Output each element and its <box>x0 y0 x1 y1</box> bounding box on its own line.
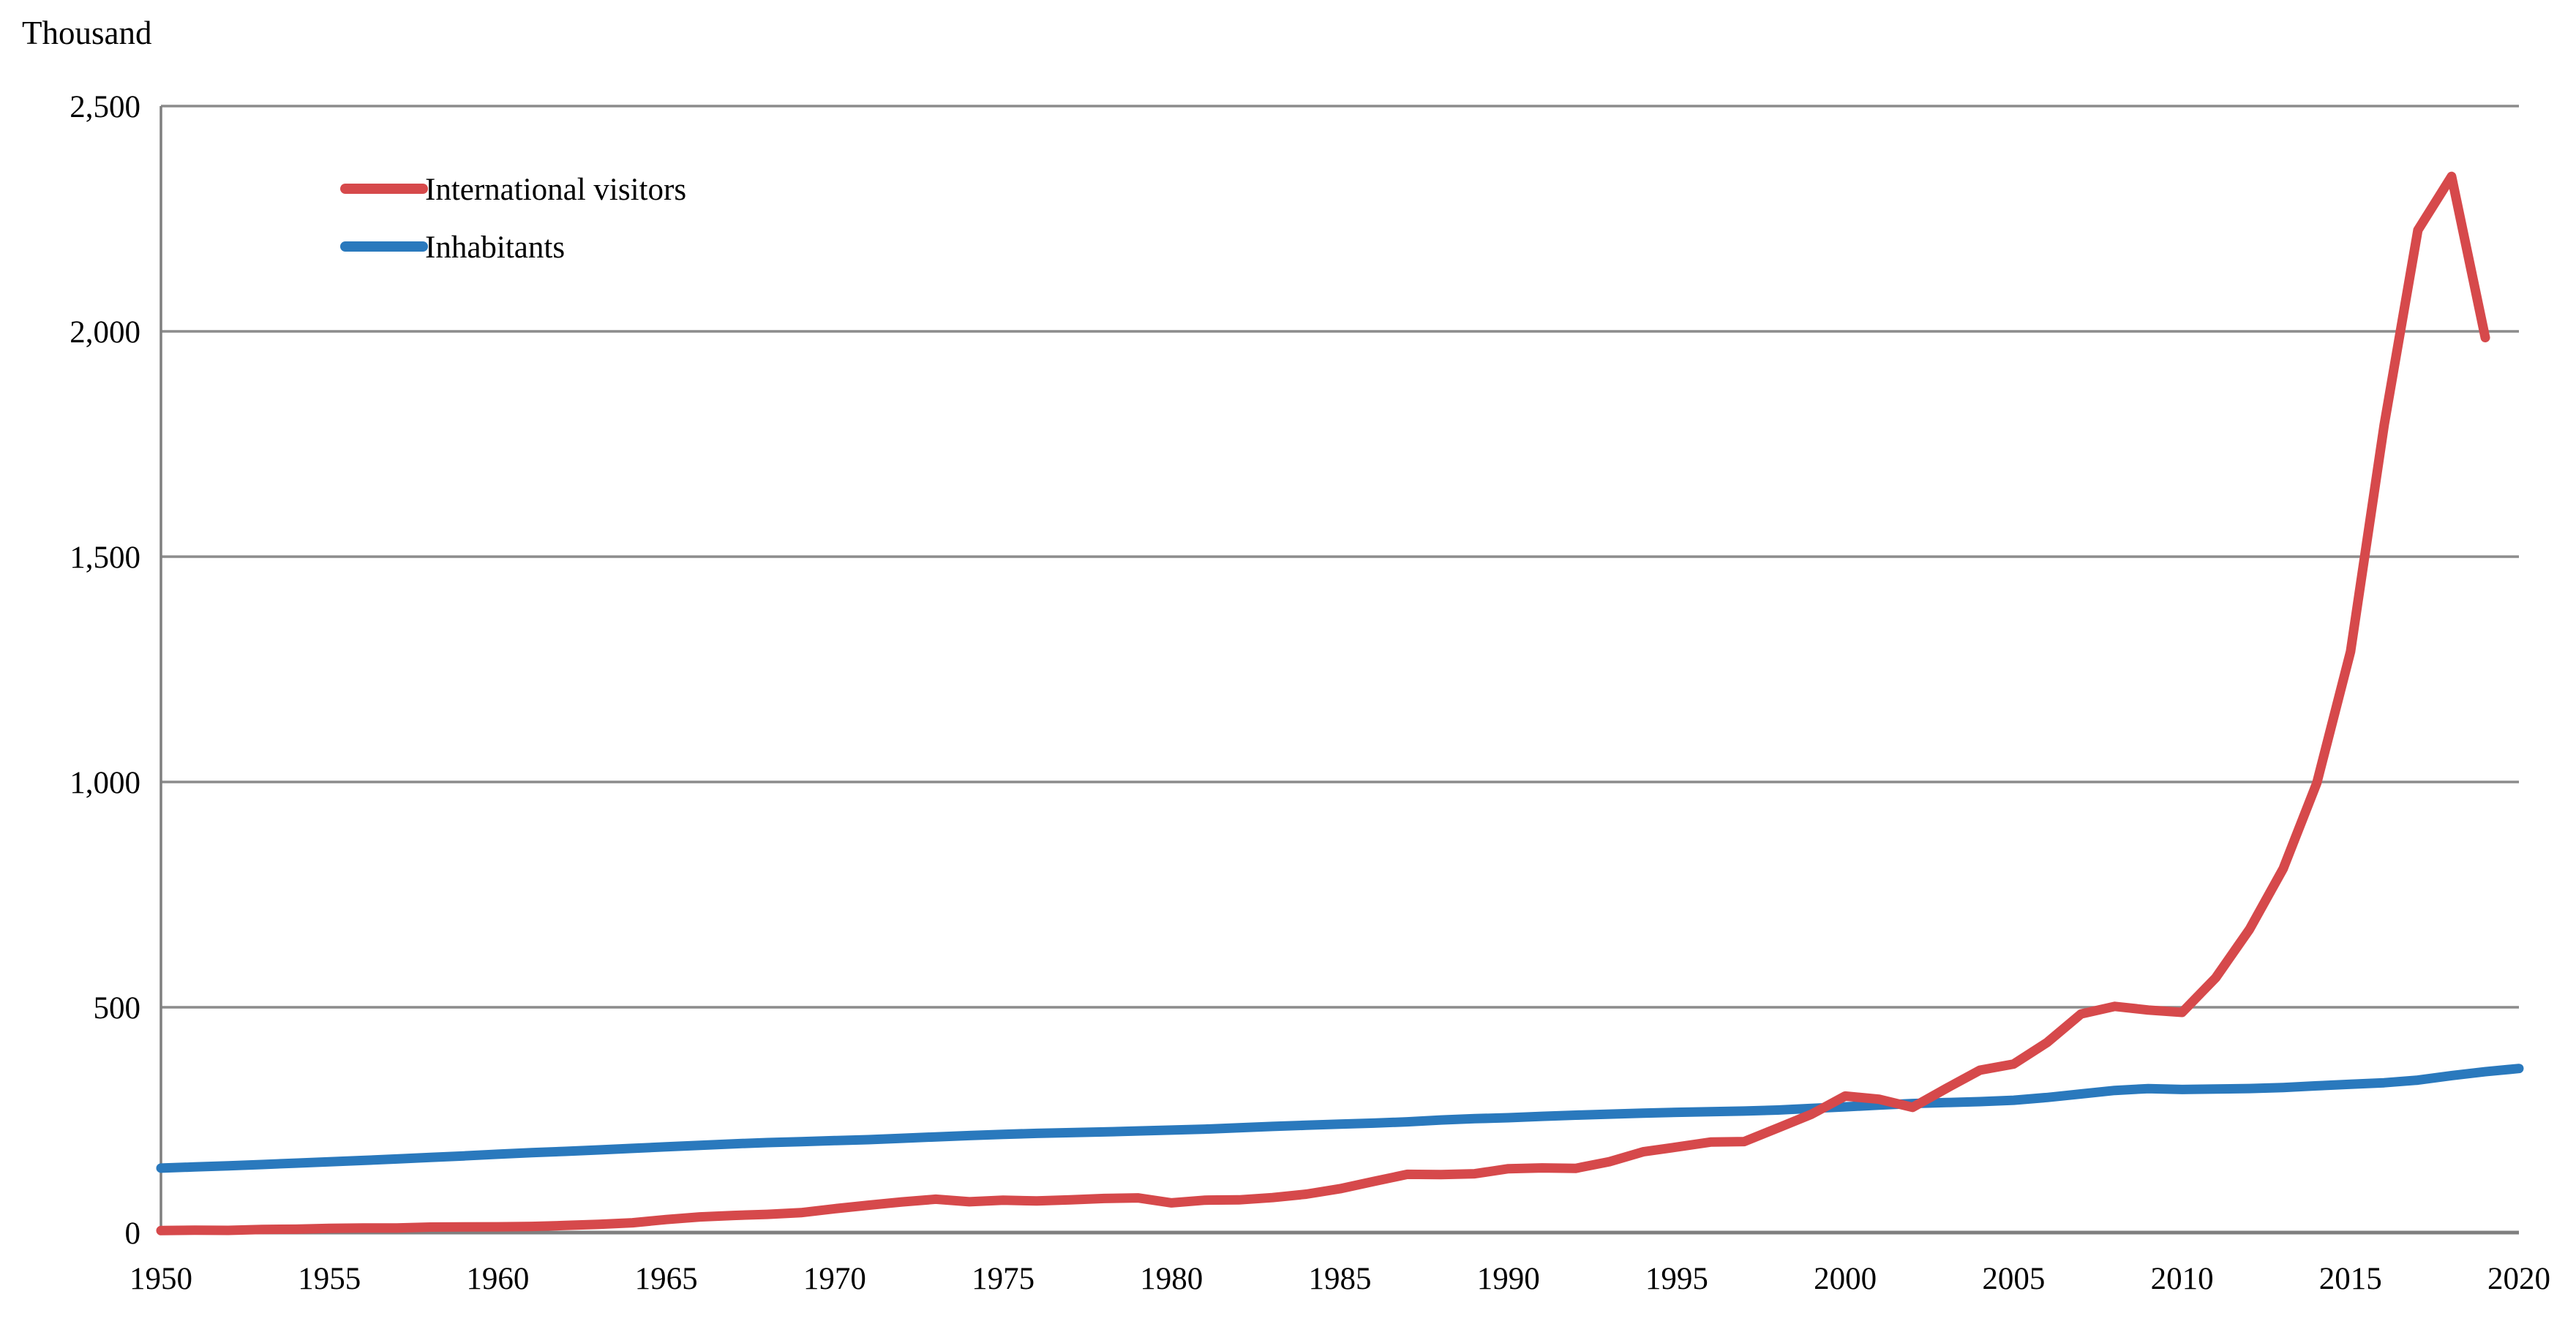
series-line-international-visitors <box>156 171 2490 1235</box>
y-tick-label-500: 500 <box>94 991 141 1026</box>
x-tick-label-1990: 1990 <box>1477 1262 1540 1296</box>
x-tick-label-1950: 1950 <box>129 1262 192 1296</box>
y-tick-label-1000: 1,000 <box>70 766 140 800</box>
axes-layer <box>159 106 2519 1235</box>
y-tick-label-2000: 2,000 <box>70 315 140 350</box>
series-line-inhabitants <box>156 1064 2524 1173</box>
x-tick-label-1995: 1995 <box>1645 1262 1708 1296</box>
legend: International visitors Inhabitants <box>340 173 686 265</box>
y-tick-label-1500: 1,500 <box>70 541 140 575</box>
x-tick-label-1975: 1975 <box>972 1262 1034 1296</box>
x-tick-label-1970: 1970 <box>803 1262 866 1296</box>
x-tick-label-2020: 2020 <box>2487 1262 2550 1296</box>
series-layer <box>156 171 2524 1235</box>
x-tick-label-1985: 1985 <box>1309 1262 1372 1296</box>
x-tick-label-2005: 2005 <box>1982 1262 2045 1296</box>
x-tick-label-1965: 1965 <box>635 1262 698 1296</box>
x-tick-label-2000: 2000 <box>1814 1262 1877 1296</box>
tick-labels-layer: 0 500 1,000 1,500 2,000 2,500 1950 1955 1960 1965… <box>70 90 2550 1296</box>
x-tick-label-2010: 2010 <box>2151 1262 2214 1296</box>
x-tick-label-2015: 2015 <box>2319 1262 2382 1296</box>
y-axis-unit-label: Thousand <box>22 15 151 51</box>
x-tick-label-1980: 1980 <box>1140 1262 1203 1296</box>
x-tick-label-1955: 1955 <box>298 1262 361 1296</box>
legend-label-inhabitants: Inhabitants <box>425 230 565 265</box>
y-tick-label-2500: 2,500 <box>70 90 140 124</box>
legend-label-international-visitors: International visitors <box>425 173 686 207</box>
x-tick-label-1960: 1960 <box>466 1262 529 1296</box>
y-tick-label-0: 0 <box>125 1216 141 1251</box>
